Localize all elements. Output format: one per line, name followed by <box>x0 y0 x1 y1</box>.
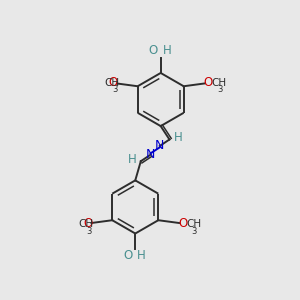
Text: 3: 3 <box>86 227 92 236</box>
Text: CH: CH <box>212 77 226 88</box>
Text: CH: CH <box>104 77 119 88</box>
Text: 3: 3 <box>217 85 223 94</box>
Text: H: H <box>137 249 146 262</box>
Text: O: O <box>178 218 187 230</box>
Text: O: O <box>123 249 132 262</box>
Text: 3: 3 <box>112 85 117 94</box>
Text: N: N <box>155 140 164 152</box>
Text: H: H <box>174 131 182 144</box>
Text: 3: 3 <box>192 227 197 236</box>
Text: H: H <box>128 153 137 166</box>
Text: H: H <box>163 44 171 57</box>
Text: O: O <box>148 44 158 57</box>
Text: N: N <box>146 148 155 161</box>
Text: CH: CH <box>79 219 94 229</box>
Text: CH: CH <box>186 219 201 229</box>
Text: O: O <box>203 76 213 89</box>
Text: O: O <box>109 76 118 89</box>
Text: O: O <box>83 218 93 230</box>
